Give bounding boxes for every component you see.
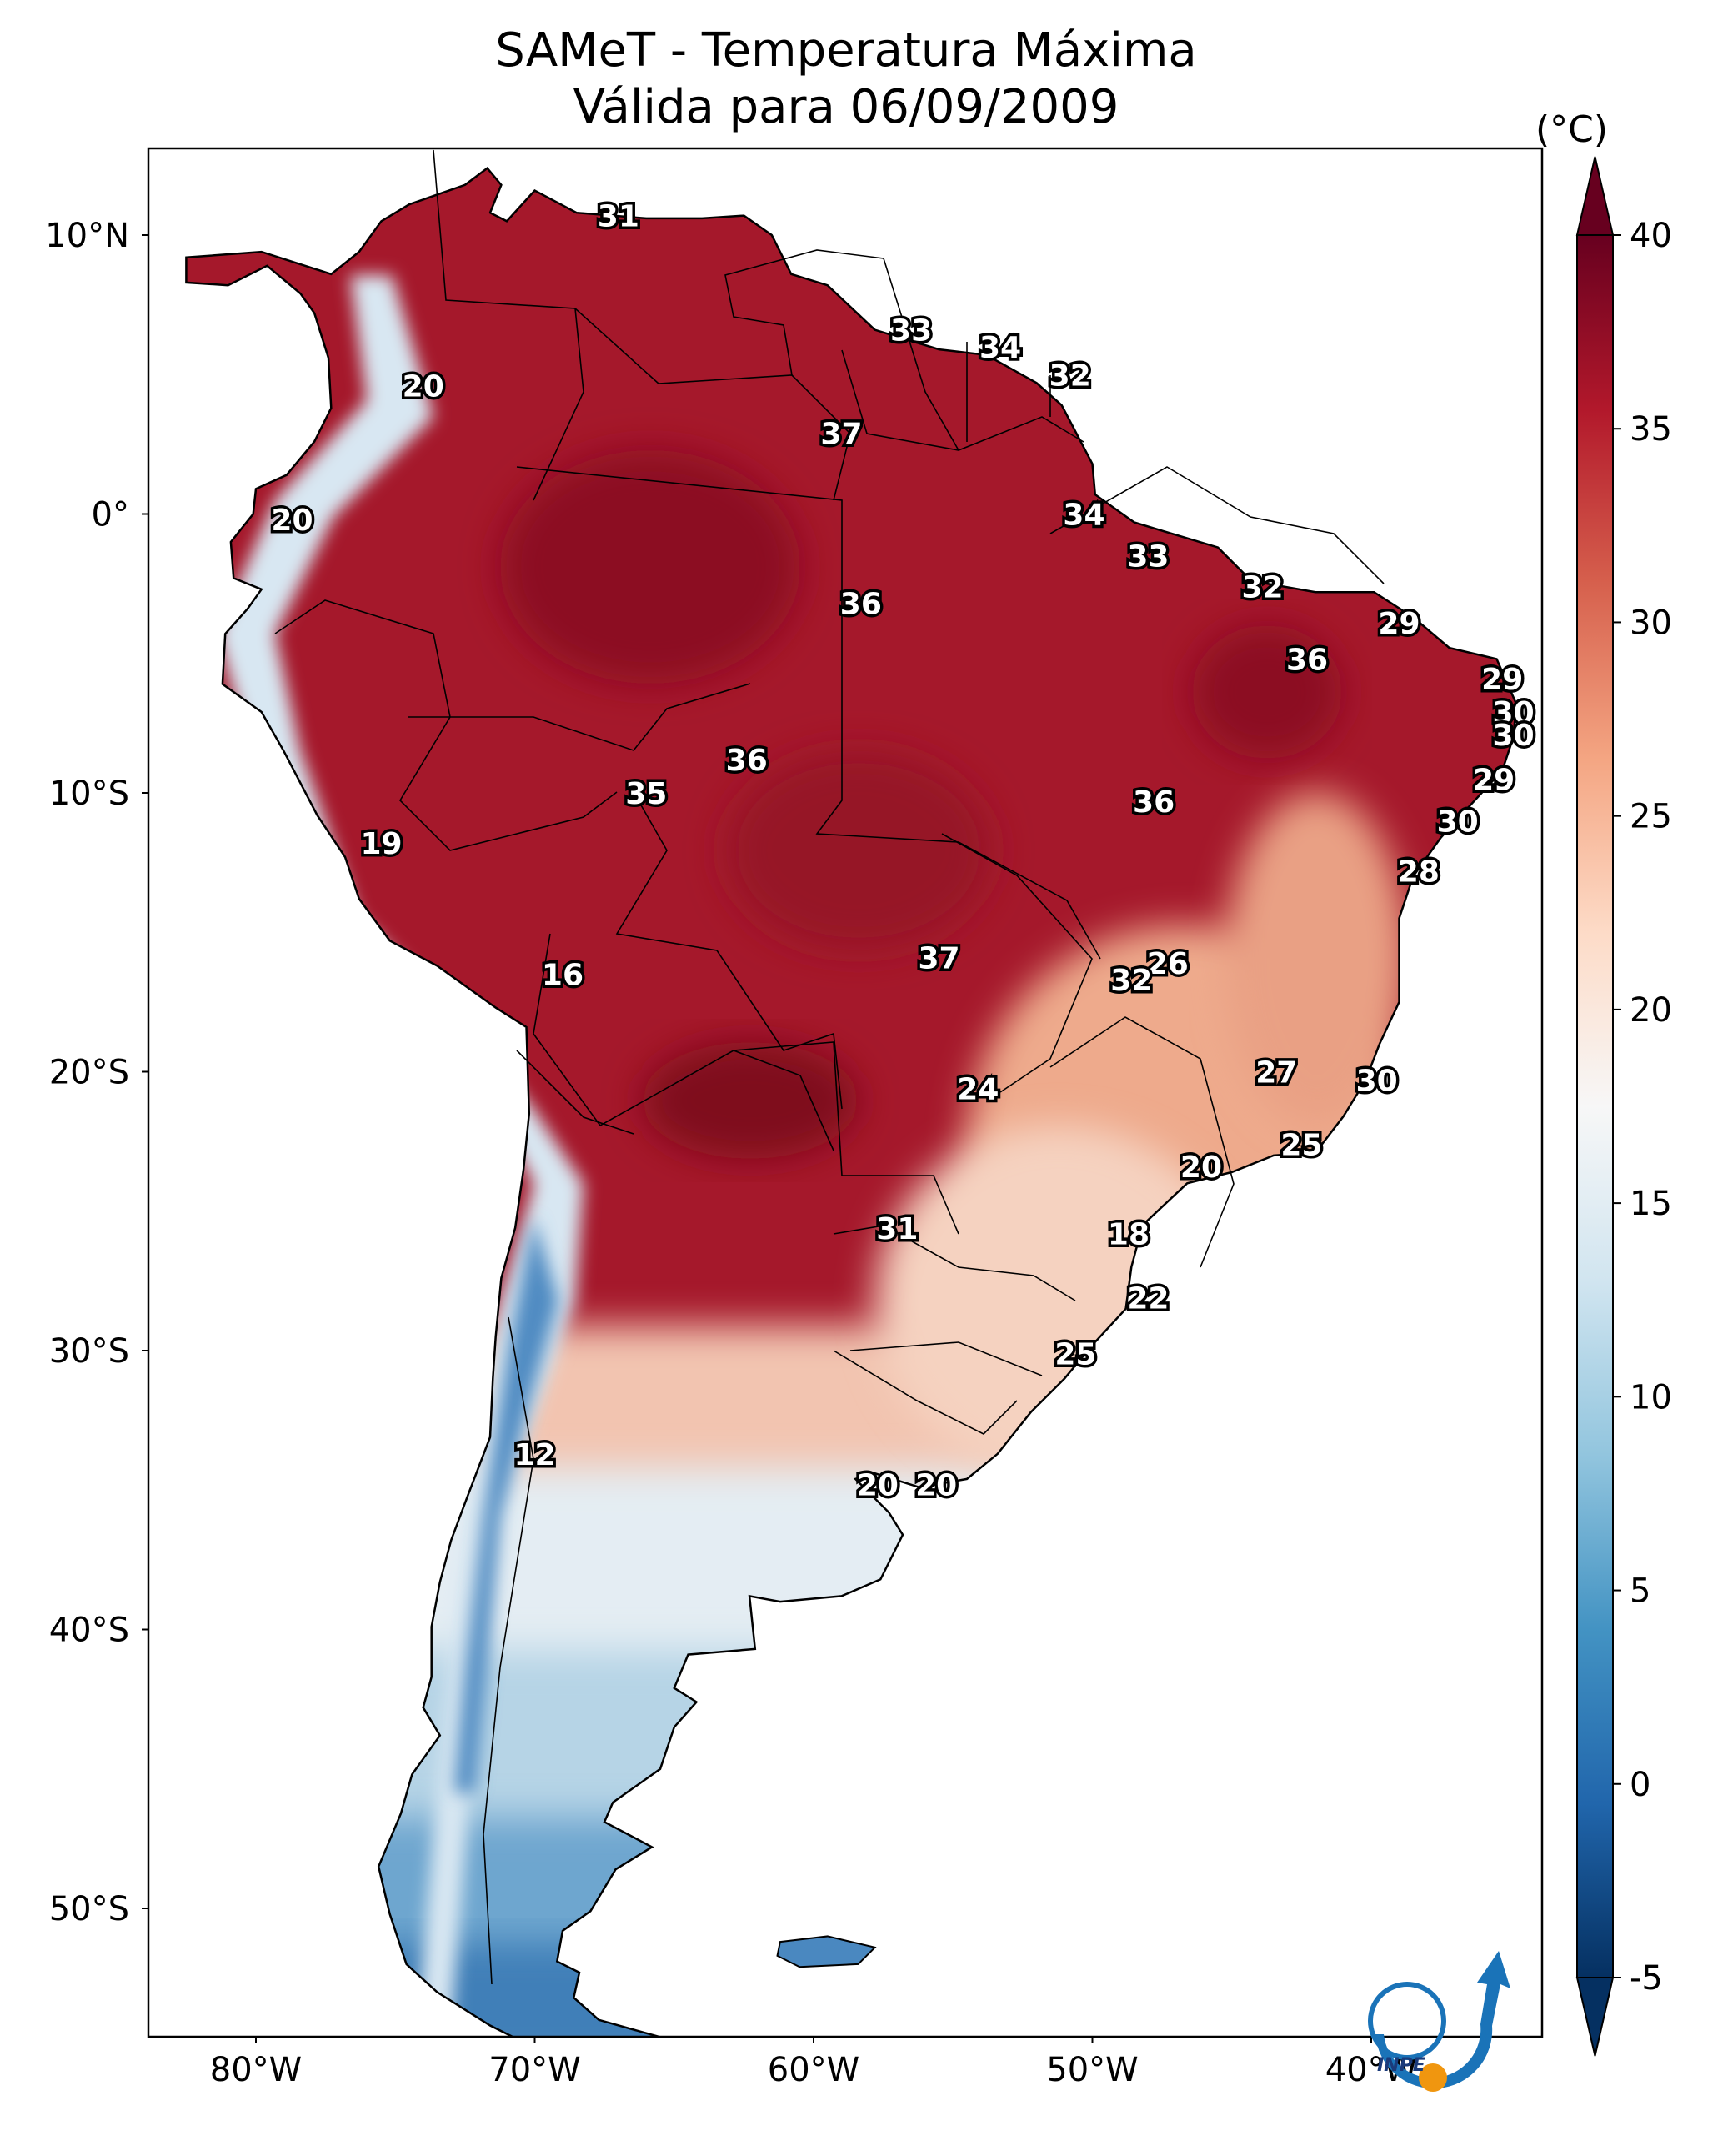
longitude-axis: 80°W 70°W 60°W 50°W 40°W bbox=[210, 2037, 1417, 2089]
contour-label: 32 bbox=[1110, 964, 1152, 998]
latitude-axis: 10°N 0° 10°S 20°S 30°S 40°S 50°S bbox=[45, 217, 148, 1928]
colorbar-tick-label: 30 bbox=[1630, 604, 1672, 642]
contour-label: 30 bbox=[1493, 719, 1535, 753]
contour-label: 29 bbox=[1473, 763, 1515, 797]
contour-label: 12 bbox=[513, 1438, 555, 1472]
contour-label: 36 bbox=[840, 588, 882, 622]
continent-outline bbox=[185, 166, 1518, 2037]
contour-label: 30 bbox=[1437, 805, 1479, 839]
contour-label: 24 bbox=[957, 1073, 999, 1107]
contour-label: 33 bbox=[890, 314, 932, 348]
lon-tick-label: 60°W bbox=[768, 2051, 859, 2089]
lat-tick-label: 30°S bbox=[49, 1332, 129, 1371]
colorbar-tick-label: 15 bbox=[1630, 1185, 1672, 1223]
contour-label: 18 bbox=[1108, 1218, 1150, 1252]
contour-label: 19 bbox=[360, 827, 402, 861]
contour-label: 20 bbox=[915, 1469, 957, 1503]
country-borders bbox=[274, 149, 1385, 1985]
map-subtitle: Válida para 06/09/2009 bbox=[573, 80, 1119, 134]
contour-label: 29 bbox=[1481, 663, 1523, 697]
lon-tick-label: 70°W bbox=[488, 2051, 580, 2089]
contour-label: 25 bbox=[1280, 1128, 1322, 1162]
logo-ring bbox=[1368, 1982, 1446, 2060]
contour-label: 31 bbox=[876, 1212, 918, 1246]
contour-label: 28 bbox=[1398, 855, 1440, 890]
contour-label: 25 bbox=[1054, 1337, 1096, 1371]
colorbar-unit: (°C) bbox=[1535, 108, 1609, 151]
colorbar-tick-label: 25 bbox=[1630, 798, 1672, 836]
contour-label: 16 bbox=[542, 958, 584, 992]
colorbar-tick-label: 5 bbox=[1630, 1572, 1650, 1611]
contour-label: 31 bbox=[598, 200, 639, 234]
contour-label: 36 bbox=[1286, 643, 1328, 677]
lat-tick-label: 10°N bbox=[45, 217, 129, 255]
contour-label: 32 bbox=[1241, 570, 1283, 604]
logo-sun-icon bbox=[1419, 2063, 1447, 2092]
lat-tick-label: 0° bbox=[92, 496, 129, 534]
contour-label: 30 bbox=[1356, 1065, 1398, 1099]
lat-tick-label: 10°S bbox=[49, 775, 129, 813]
colorbar-tick-label: 0 bbox=[1630, 1766, 1650, 1804]
contour-label: 33 bbox=[1127, 540, 1169, 574]
colorbar-max-arrow bbox=[1575, 156, 1615, 236]
map-title: SAMeT - Temperatura Máxima bbox=[495, 23, 1197, 78]
falkland-islands bbox=[776, 1935, 877, 1968]
contour-label: 35 bbox=[625, 777, 667, 811]
contour-label: 20 bbox=[857, 1469, 899, 1503]
colorbar-tick-label: 10 bbox=[1630, 1378, 1672, 1416]
plot-frame bbox=[147, 147, 1544, 2038]
contour-label: 34 bbox=[1063, 499, 1104, 533]
colorbar-tick-label: 40 bbox=[1630, 217, 1672, 255]
contour-label: 26 bbox=[1147, 947, 1189, 981]
inpe-logo: INPE bbox=[1368, 1951, 1510, 2092]
contour-label: 37 bbox=[820, 417, 862, 451]
contour-label: 27 bbox=[1255, 1056, 1297, 1091]
lat-tick-label: 20°S bbox=[49, 1054, 129, 1092]
contour-label: 30 bbox=[1493, 696, 1535, 730]
contour-label: 22 bbox=[1127, 1281, 1169, 1316]
colorbar-tick-label: 35 bbox=[1630, 410, 1672, 449]
contour-label: 36 bbox=[1133, 785, 1175, 820]
contour-label: 20 bbox=[403, 370, 444, 404]
contour-label: 34 bbox=[979, 331, 1021, 365]
colorbar: 40 35 30 25 20 15 10 5 0 -5 bbox=[1575, 156, 1672, 2057]
lon-tick-label: 50°W bbox=[1046, 2051, 1138, 2089]
contour-label: 20 bbox=[1180, 1151, 1222, 1185]
lat-tick-label: 50°S bbox=[49, 1890, 129, 1928]
colorbar-tick-label: -5 bbox=[1630, 1959, 1663, 1998]
contour-label: 36 bbox=[726, 744, 768, 778]
contour-label: 29 bbox=[1378, 607, 1420, 641]
logo-swoosh-icon bbox=[1375, 1951, 1510, 2089]
logo-text: INPE bbox=[1377, 2055, 1425, 2076]
contour-label: 32 bbox=[1049, 358, 1091, 393]
lon-tick-label: 80°W bbox=[210, 2051, 302, 2089]
contour-label: 37 bbox=[918, 941, 959, 975]
colorbar-tick-label: 20 bbox=[1630, 991, 1672, 1030]
contour-label: 20 bbox=[271, 504, 313, 538]
colorbar-min-arrow bbox=[1575, 1977, 1615, 2057]
lat-tick-label: 40°S bbox=[49, 1612, 129, 1650]
